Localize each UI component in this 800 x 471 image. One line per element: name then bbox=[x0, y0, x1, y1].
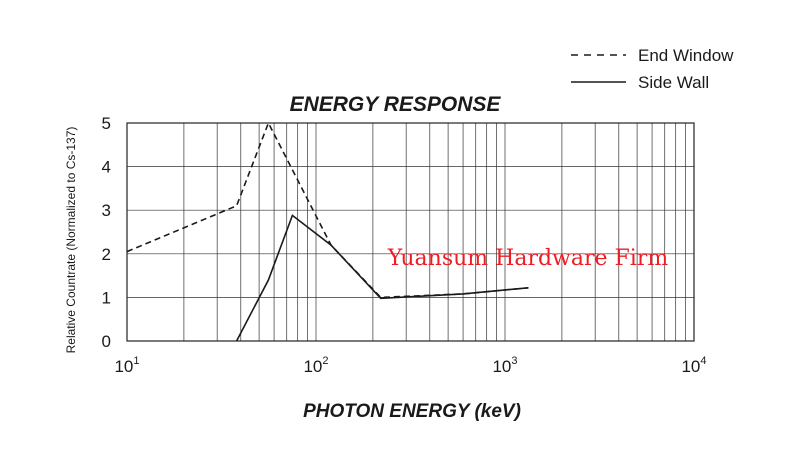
chart-title: ENERGY RESPONSE bbox=[290, 93, 502, 116]
plot-frame bbox=[126, 122, 695, 342]
y-tick-label: 5 bbox=[102, 114, 111, 133]
y-tick-label: 2 bbox=[102, 245, 111, 264]
legend-label: Side Wall bbox=[638, 73, 709, 92]
y-tick-label: 1 bbox=[102, 288, 111, 307]
y-tick-label: 0 bbox=[102, 332, 111, 351]
series-lines bbox=[126, 121, 529, 342]
x-tick-label: 103 bbox=[492, 355, 517, 376]
x-ticks: 101 102 103 104 bbox=[114, 355, 706, 376]
y-tick-label: 4 bbox=[102, 158, 111, 177]
x-tick-label: 104 bbox=[681, 355, 706, 376]
grid bbox=[127, 123, 694, 341]
y-tick-label: 3 bbox=[102, 201, 111, 220]
x-tick-label: 102 bbox=[303, 355, 328, 376]
legend: End Window Side Wall bbox=[571, 46, 734, 92]
legend-label: End Window bbox=[638, 46, 734, 65]
watermark-text: Yuansum Hardware Firm bbox=[387, 246, 669, 271]
y-axis-label: Relative Countrate (Normalized to Cs-137… bbox=[64, 127, 78, 354]
y-ticks: 0 1 2 3 4 5 bbox=[102, 114, 111, 351]
series-line bbox=[235, 214, 529, 342]
x-tick-label: 101 bbox=[114, 355, 139, 376]
x-axis-label: PHOTON ENERGY (keV) bbox=[303, 401, 521, 422]
